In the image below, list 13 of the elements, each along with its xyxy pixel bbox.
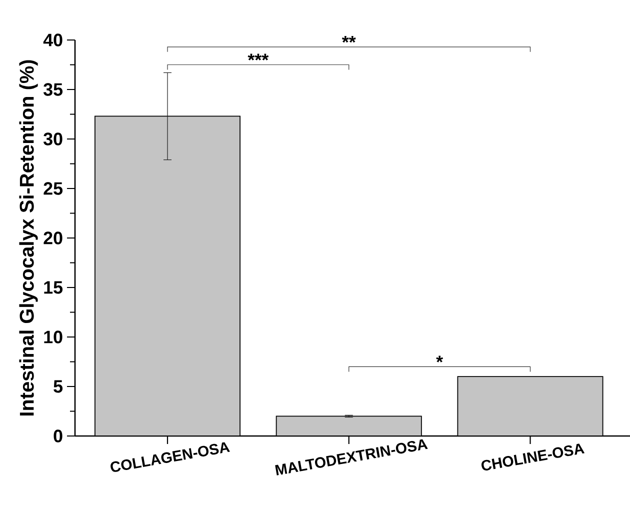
- annotation: ***: [248, 54, 269, 60]
- y-tick-label: 10: [44, 330, 62, 344]
- y-tick-label: 30: [43, 132, 62, 146]
- y-tick-label: 40: [43, 34, 62, 46]
- y-axis-title: Intestinal Glycocalyx Si-Retention (%): [19, 60, 38, 416]
- annotation: *: [436, 356, 444, 362]
- y-tick-label: 15: [44, 281, 63, 294]
- y-tick-label: 5: [54, 380, 63, 393]
- y-tick-label: 25: [44, 182, 63, 195]
- y-tick-label: 35: [43, 83, 63, 96]
- y-tick-label: 20: [44, 232, 62, 244]
- annotation: **: [342, 36, 356, 43]
- y-tick-label: 0: [54, 430, 62, 442]
